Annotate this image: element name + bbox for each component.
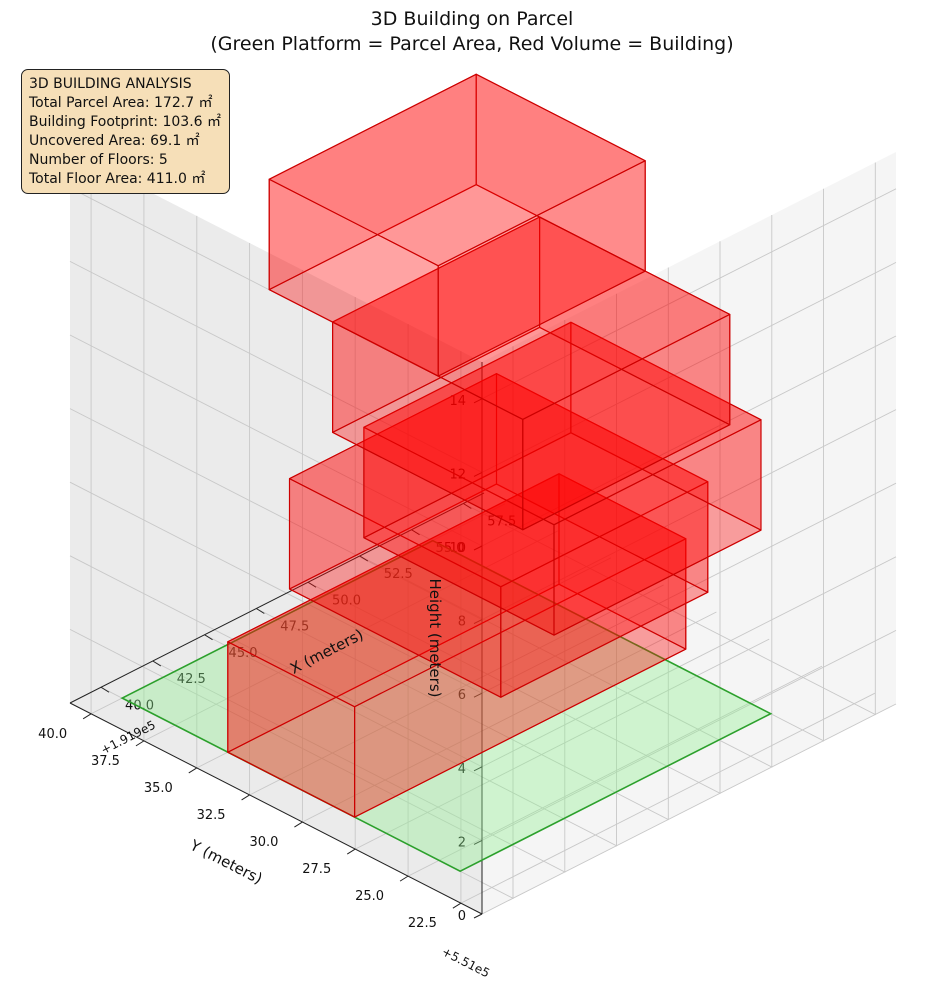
z-tick-label-0: 0: [458, 909, 466, 924]
z-tick-7: [473, 398, 483, 404]
floor-box-1: [288, 373, 709, 698]
x-tick-7: [463, 503, 472, 509]
scene: [120, 73, 773, 873]
y-tick-1: [399, 875, 409, 882]
x-tick-label-3: 47.5: [280, 620, 309, 635]
x-tick-2: [204, 634, 213, 641]
x-tick-1: [152, 660, 162, 667]
y-tick-label-1: 25.0: [355, 889, 384, 904]
analysis-info-box: 3D BUILDING ANALYSIS Total Parcel Area: …: [21, 69, 231, 194]
x-tick-label-1: 42.5: [177, 672, 206, 687]
z-tick-label-2: 4: [458, 762, 466, 777]
x-tick-0: [100, 686, 110, 693]
y-tick-0: [452, 902, 462, 909]
z-tick-1: [473, 839, 483, 845]
y-tick-label-5: 35.0: [144, 781, 173, 796]
info-line-uncovered: Uncovered Area: 69.1 ㎡: [29, 133, 200, 149]
z-tick-2: [473, 766, 483, 772]
x-tick-label-7: 57.5: [487, 515, 516, 530]
right-wall-pane: [482, 152, 896, 914]
y-tick-label-0: 22.5: [408, 916, 437, 931]
info-line-parcel-area: Total Parcel Area: 172.7 ㎡: [29, 95, 213, 111]
x-tick-label-4: 50.0: [332, 593, 361, 608]
y-tick-label-4: 32.5: [197, 808, 226, 823]
info-heading: 3D BUILDING ANALYSIS: [29, 76, 192, 92]
x-tick-3: [256, 608, 265, 614]
y-tick-3: [294, 821, 303, 828]
x-tick-5: [359, 555, 369, 562]
x-tick-label-2: 45.0: [229, 646, 258, 661]
x-tick-label-6: 55.0: [436, 541, 465, 556]
x-tick-label-0: 40.0: [125, 698, 154, 713]
y-tick-label-7: 40.0: [38, 727, 67, 742]
y-tick-7: [82, 713, 92, 720]
y-tick-5: [188, 767, 198, 774]
y-tick-4: [241, 794, 250, 801]
z-axis-label: Height (meters): [426, 579, 444, 698]
z-tick-5: [473, 545, 483, 551]
x-tick-4: [307, 581, 317, 588]
y-tick-2: [346, 848, 356, 855]
y-tick-label-2: 27.5: [302, 862, 331, 877]
z-tick-0: [473, 913, 483, 919]
x-axis-line: [69, 492, 485, 704]
y-axis-offset: +5.51e5: [440, 944, 493, 980]
z-tick-4: [473, 619, 483, 625]
info-line-floors: Number of Floors: 5: [29, 152, 168, 168]
floor-4-face-top: [268, 73, 646, 267]
z-tick-label-5: 10: [449, 541, 466, 556]
floor-box-0: [227, 473, 687, 818]
z-tick-3: [473, 692, 483, 698]
x-tick-6: [411, 529, 420, 536]
y-tick-6: [135, 740, 145, 747]
z-tick-label-4: 8: [458, 615, 466, 630]
floor-box-2: [363, 321, 762, 636]
z-tick-6: [473, 471, 483, 477]
y-tick-label-3: 30.0: [249, 835, 278, 850]
floor-0-face-top: [227, 473, 687, 708]
info-line-footprint: Building Footprint: 103.6 ㎡: [29, 114, 222, 130]
y-axis-line: [69, 702, 483, 915]
y-tick-label-6: 37.5: [91, 754, 120, 769]
chart-title: 3D Building on Parcel: [371, 8, 574, 30]
floor-2-face-top: [363, 321, 762, 526]
z-tick-label-7: 14: [449, 394, 466, 409]
info-line-floor-area: Total Floor Area: 411.0 ㎡: [29, 171, 206, 187]
chart-subtitle: (Green Platform = Parcel Area, Red Volum…: [210, 33, 733, 55]
z-tick-label-1: 2: [458, 835, 466, 850]
floor-box-4: [268, 73, 646, 377]
axes: 40.0 42.5 45.0 47.5 50.0 52.5 55.0 57.5 22.5 25.0…: [38, 362, 516, 931]
floor-1-face-top: [288, 373, 709, 588]
x-tick-label-5: 52.5: [384, 567, 413, 582]
floor-box-3: [332, 216, 731, 531]
z-tick-label-3: 6: [458, 688, 466, 703]
